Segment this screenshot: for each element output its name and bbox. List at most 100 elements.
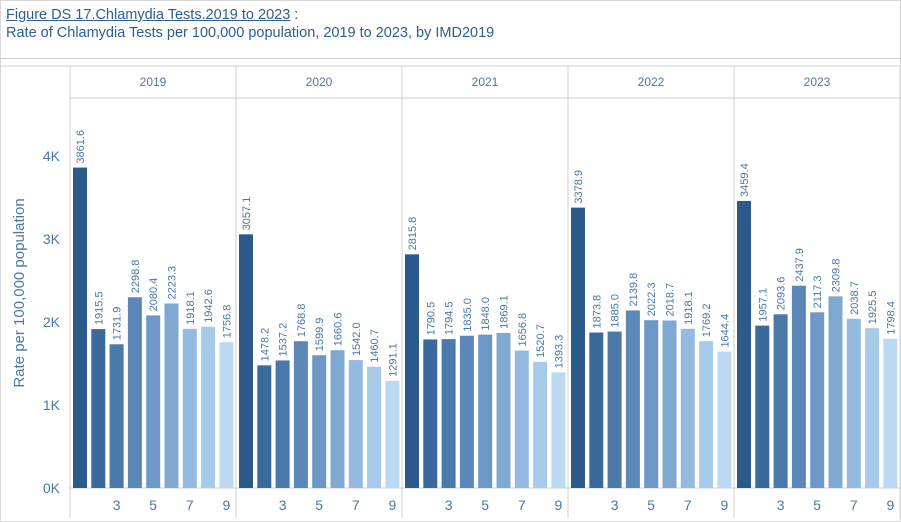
bar: [127, 297, 142, 488]
bar-data-label: 1848.0: [480, 297, 492, 331]
bar-data-label: 1918.1: [185, 291, 197, 325]
x-tick-label: 3: [777, 497, 785, 513]
bar-data-label: 2309.8: [831, 259, 843, 293]
bar: [257, 365, 272, 488]
bar-data-label: 1520.7: [535, 324, 547, 358]
bar: [109, 344, 124, 488]
bar: [441, 339, 456, 488]
bar-data-label: 2080.4: [148, 278, 160, 312]
x-tick-label: 3: [611, 497, 619, 513]
x-tick-label: 9: [555, 497, 563, 513]
bar: [330, 350, 345, 488]
title-block: Figure DS 17.Chlamydia Tests.2019 to 202…: [6, 6, 494, 42]
bar: [589, 332, 604, 488]
bar: [644, 320, 659, 488]
chart-title: Figure DS 17.Chlamydia Tests.2019 to 202…: [6, 6, 494, 24]
bar: [755, 325, 770, 488]
bar: [405, 254, 419, 488]
bar: [680, 328, 695, 488]
bar: [607, 331, 622, 488]
x-tick-label: 5: [647, 497, 655, 513]
bar-data-label: 1393.3: [553, 335, 565, 369]
bar: [164, 303, 179, 488]
bar: [201, 326, 216, 488]
x-tick-label: 9: [389, 497, 397, 513]
x-tick-label: 9: [721, 497, 729, 513]
bar-data-label: 3057.1: [241, 197, 253, 231]
bar: [478, 334, 493, 488]
bar: [182, 328, 197, 488]
bar: [275, 360, 290, 488]
bar: [367, 366, 382, 488]
bar-data-label: 1644.4: [719, 314, 731, 348]
bar-data-label: 1756.8: [221, 305, 233, 339]
bar-data-label: 1925.5: [867, 291, 879, 325]
bar: [810, 312, 825, 488]
bar-data-label: 1660.6: [333, 313, 345, 347]
title-divider: [0, 58, 901, 59]
bar: [571, 207, 585, 489]
bar-data-label: 2117.3: [812, 275, 824, 308]
bar-data-label: 1798.4: [885, 301, 897, 335]
bar: [662, 320, 677, 488]
x-tick-label: 3: [279, 497, 287, 513]
bar-data-label: 2223.3: [167, 266, 179, 300]
x-tick-label: 7: [684, 497, 692, 513]
bar: [312, 355, 327, 488]
bar-data-label: 3861.6: [75, 130, 87, 164]
x-tick-label: 5: [481, 497, 489, 513]
bar: [496, 332, 511, 488]
y-tick-label: 1K: [43, 397, 61, 413]
bar-data-label: 1942.6: [203, 289, 215, 323]
bar-data-label: 1835.0: [462, 298, 474, 332]
bar-data-label: 1656.8: [517, 313, 529, 347]
bar-data-label: 3459.4: [739, 163, 751, 197]
bar-data-label: 1542.0: [351, 322, 363, 356]
bar: [625, 310, 640, 488]
panel-header-2019: 2019: [140, 75, 167, 89]
chart-title-suffix: :: [290, 7, 299, 23]
bar-data-label: 1790.5: [425, 302, 437, 336]
bar: [883, 338, 898, 488]
panel-header-2020: 2020: [306, 75, 333, 89]
y-axis-label: Rate per 100,000 population: [11, 198, 28, 387]
bar-data-label: 2093.6: [776, 277, 788, 311]
x-tick-label: 7: [352, 497, 360, 513]
y-tick-label: 3K: [43, 231, 61, 247]
x-tick-label: 7: [850, 497, 858, 513]
bar: [348, 360, 363, 488]
bar-data-label: 1768.8: [296, 304, 308, 338]
bar-data-label: 1537.2: [278, 323, 290, 357]
bar-data-label: 1794.5: [444, 301, 456, 335]
chart-title-link[interactable]: Figure DS 17.Chlamydia Tests.2019 to 202…: [6, 7, 291, 23]
bar: [293, 341, 308, 488]
chart-subtitle: Rate of Chlamydia Tests per 100,000 popu…: [6, 25, 495, 41]
x-tick-label: 9: [887, 497, 895, 513]
x-tick-label: 7: [186, 497, 194, 513]
bar-data-label: 1599.9: [314, 318, 326, 352]
bar: [239, 234, 253, 488]
x-tick-label: 7: [518, 497, 526, 513]
bar: [385, 380, 400, 488]
x-tick-label: 3: [113, 497, 121, 513]
panel-header-2022: 2022: [638, 75, 665, 89]
y-tick-label: 4K: [43, 148, 61, 164]
bar-data-label: 1885.0: [610, 294, 622, 328]
x-tick-label: 5: [149, 497, 157, 513]
bar-data-label: 3378.9: [573, 170, 585, 204]
bar: [551, 372, 566, 488]
bar-data-label: 1918.1: [683, 291, 695, 325]
bar-data-label: 1873.8: [591, 295, 603, 329]
bar: [828, 296, 843, 488]
bar: [737, 200, 751, 488]
bar-data-label: 1478.2: [259, 328, 271, 362]
bar-data-label: 1460.7: [369, 329, 381, 363]
bar: [514, 350, 529, 488]
bar: [459, 335, 474, 488]
bar: [846, 318, 861, 488]
bar-data-label: 2139.8: [628, 273, 640, 307]
bar-data-label: 1915.5: [93, 291, 105, 325]
bar-data-label: 1731.9: [112, 307, 124, 341]
bar: [73, 167, 87, 488]
